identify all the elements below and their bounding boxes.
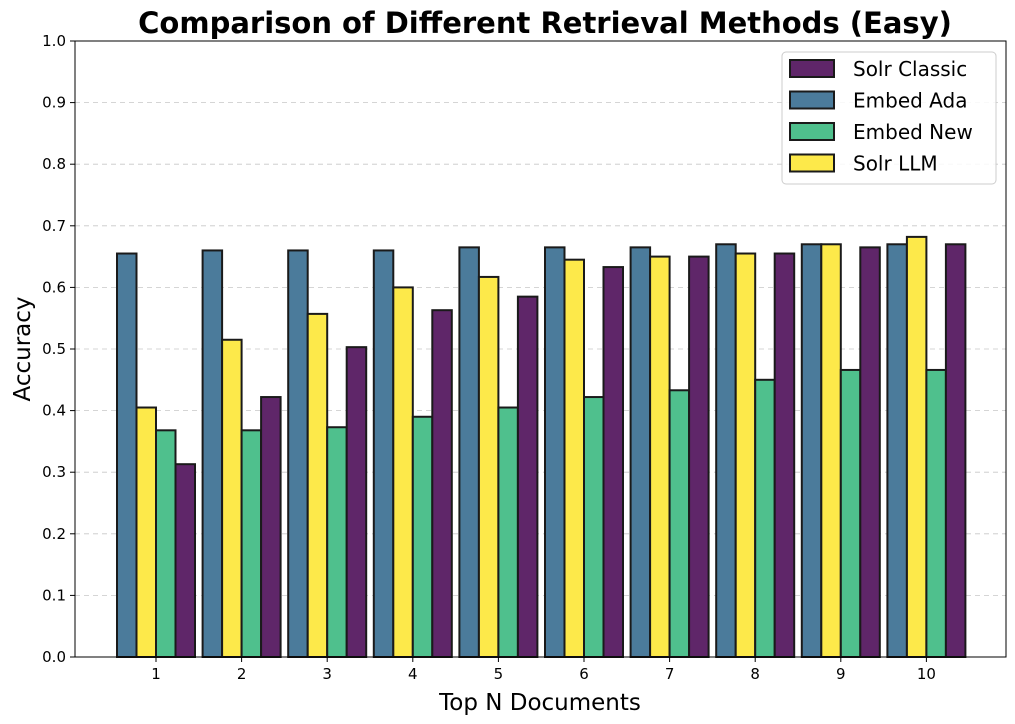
bar-embed-new-5 xyxy=(497,406,519,658)
bar-embed-ada-7 xyxy=(629,246,652,659)
y-axis: 0.0 0.1 0.2 0.3 0.4 0.5 0.6 0.7 0.8 0.9 1.0 xyxy=(42,32,75,666)
y-tick-label: 0.6 xyxy=(42,278,66,296)
legend-label: Solr Classic xyxy=(853,57,967,81)
bars xyxy=(116,235,967,659)
bar-embed-ada-3 xyxy=(287,249,309,658)
legend: Solr Classic Embed Ada Embed New Solr LLM xyxy=(781,51,997,185)
y-tick-label: 0.8 xyxy=(42,155,66,173)
bar-solr-llm-9 xyxy=(820,243,842,658)
x-tick-label: 4 xyxy=(408,665,418,683)
x-tick-label: 5 xyxy=(494,665,504,683)
y-tick-label: 0.9 xyxy=(42,94,66,112)
bar-solr-classic-3 xyxy=(345,346,368,658)
y-tick-label: 0.0 xyxy=(42,648,66,666)
bar-embed-ada-1 xyxy=(116,252,138,659)
y-tick-label: 0.7 xyxy=(42,217,66,235)
bar-solr-classic-1 xyxy=(174,463,196,658)
bar-solr-llm-4 xyxy=(392,286,414,658)
bar-solr-classic-5 xyxy=(516,295,539,658)
chart-title: Comparison of Different Retrieval Method… xyxy=(138,6,952,40)
x-tick-label: 8 xyxy=(750,665,760,683)
bar-embed-ada-8 xyxy=(715,243,737,658)
bar-solr-llm-6 xyxy=(563,258,585,658)
x-tick-label: 9 xyxy=(836,665,846,683)
bar-embed-ada-4 xyxy=(372,249,395,658)
x-tick-label: 10 xyxy=(917,665,936,683)
bar-embed-ada-9 xyxy=(800,243,823,658)
bar-embed-ada-5 xyxy=(458,246,480,659)
bar-embed-ada-6 xyxy=(544,246,566,659)
legend-box xyxy=(781,51,997,185)
bar-embed-ada-2 xyxy=(201,249,224,658)
bar-solr-llm-8 xyxy=(734,252,757,659)
y-tick-label: 0.4 xyxy=(42,402,66,420)
x-tick-label: 3 xyxy=(322,665,332,683)
x-tick-label: 6 xyxy=(579,665,589,683)
bar-embed-new-10 xyxy=(925,368,947,658)
y-tick-label: 0.2 xyxy=(42,525,66,543)
bar-solr-llm-10 xyxy=(905,235,928,658)
bar-embed-new-8 xyxy=(754,378,776,658)
bar-embed-new-4 xyxy=(411,415,434,659)
bar-solr-llm-5 xyxy=(477,275,500,658)
y-tick-label: 1.0 xyxy=(42,32,66,50)
bar-solr-llm-3 xyxy=(306,312,329,658)
bar-embed-new-9 xyxy=(839,368,862,658)
bar-embed-new-6 xyxy=(583,396,605,658)
bar-solr-classic-6 xyxy=(602,266,624,658)
bar-solr-classic-4 xyxy=(431,309,453,658)
x-axis-label: Top N Documents xyxy=(438,690,641,716)
bar-embed-new-1 xyxy=(155,429,177,659)
bar-solr-classic-2 xyxy=(260,396,282,658)
y-tick-label: 0.5 xyxy=(42,340,66,358)
bar-solr-llm-7 xyxy=(649,255,671,658)
legend-swatch xyxy=(789,153,835,173)
legend-label: Solr LLM xyxy=(853,152,938,176)
x-tick-label: 7 xyxy=(665,665,675,683)
legend-label: Embed New xyxy=(853,120,973,144)
legend-swatch xyxy=(789,59,835,78)
legend-swatch xyxy=(789,90,835,110)
legend-swatch xyxy=(789,122,835,141)
bar-solr-classic-8 xyxy=(773,252,796,659)
x-axis: 1 2 3 4 5 6 7 8 9 10 xyxy=(151,657,936,683)
bar-embed-ada-10 xyxy=(886,243,908,658)
bar-embed-new-2 xyxy=(240,429,263,659)
bar-embed-new-3 xyxy=(326,426,348,658)
y-tick-label: 0.1 xyxy=(42,586,66,604)
bar-solr-llm-1 xyxy=(135,406,157,658)
bar-solr-classic-7 xyxy=(688,255,710,658)
bar-solr-llm-2 xyxy=(221,338,243,658)
y-tick-label: 0.3 xyxy=(42,463,66,481)
bar-embed-new-7 xyxy=(668,389,691,658)
x-tick-label: 2 xyxy=(237,665,247,683)
bar-solr-classic-10 xyxy=(944,243,967,658)
bar-solr-classic-9 xyxy=(859,246,881,659)
legend-label: Embed Ada xyxy=(853,89,967,113)
x-tick-label: 1 xyxy=(151,665,161,683)
y-axis-label: Accuracy xyxy=(10,296,36,401)
